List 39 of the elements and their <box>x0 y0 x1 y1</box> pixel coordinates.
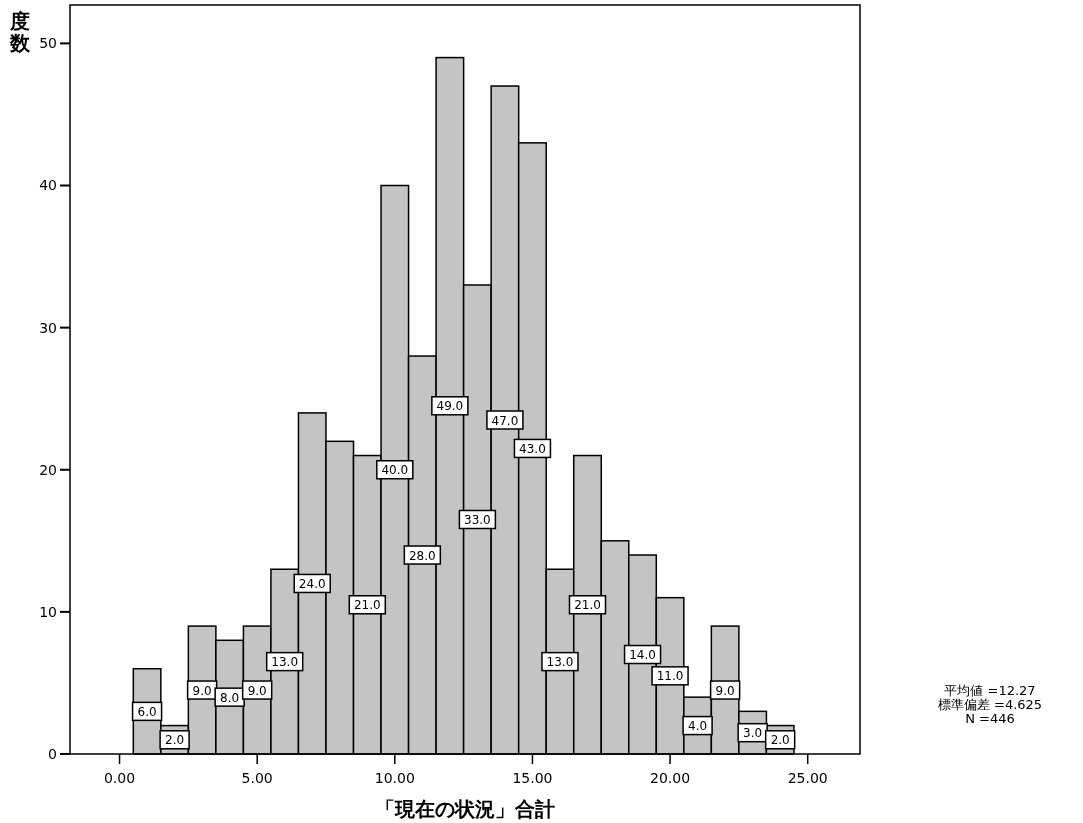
x-tick-label: 15.00 <box>512 770 553 786</box>
data-label: 28.0 <box>408 548 436 563</box>
data-label: 6.0 <box>137 704 157 719</box>
data-label: 43.0 <box>519 441 546 456</box>
data-label: 13.0 <box>546 655 574 670</box>
x-axis-title: 「現在の状況」合計 <box>375 797 555 821</box>
x-tick-label: 20.00 <box>650 770 691 786</box>
y-tick-label: 50 <box>39 35 57 52</box>
y-tick-label: 20 <box>39 461 57 478</box>
text: 標準偏差 =4.625 <box>937 697 1043 712</box>
text: 平均値 =12.27 <box>944 683 1036 698</box>
data-label: 47.0 <box>491 413 519 428</box>
x-tick-label: 10.00 <box>374 770 415 786</box>
x-tick-label: 5.00 <box>241 770 273 786</box>
data-label: 8.0 <box>220 690 240 705</box>
y-axis-title: 度数 <box>9 9 31 55</box>
data-label: 14.0 <box>629 648 656 663</box>
data-label: 9.0 <box>247 683 267 698</box>
text: N =446 <box>965 711 1015 726</box>
data-label: 21.0 <box>353 598 381 613</box>
data-label: 9.0 <box>192 683 212 698</box>
data-label: 2.0 <box>165 733 185 748</box>
y-tick-label: 40 <box>39 177 57 194</box>
data-label: 11.0 <box>656 669 684 684</box>
data-label: 2.0 <box>770 733 790 748</box>
y-tick-label: 10 <box>39 603 57 620</box>
data-label: 49.0 <box>436 399 464 414</box>
data-label: 40.0 <box>381 463 409 478</box>
data-label: 21.0 <box>574 598 601 613</box>
data-label: 3.0 <box>743 726 763 741</box>
x-tick-label: 25.00 <box>787 770 828 786</box>
data-label: 4.0 <box>688 719 708 734</box>
x-tick-label: 0.00 <box>103 770 136 786</box>
data-label: 9.0 <box>715 683 735 698</box>
data-label: 13.0 <box>271 655 299 670</box>
data-label: 24.0 <box>298 576 326 591</box>
y-tick-label: 30 <box>39 319 57 336</box>
y-tick-label: 0 <box>48 746 57 762</box>
data-label: 33.0 <box>464 512 491 527</box>
